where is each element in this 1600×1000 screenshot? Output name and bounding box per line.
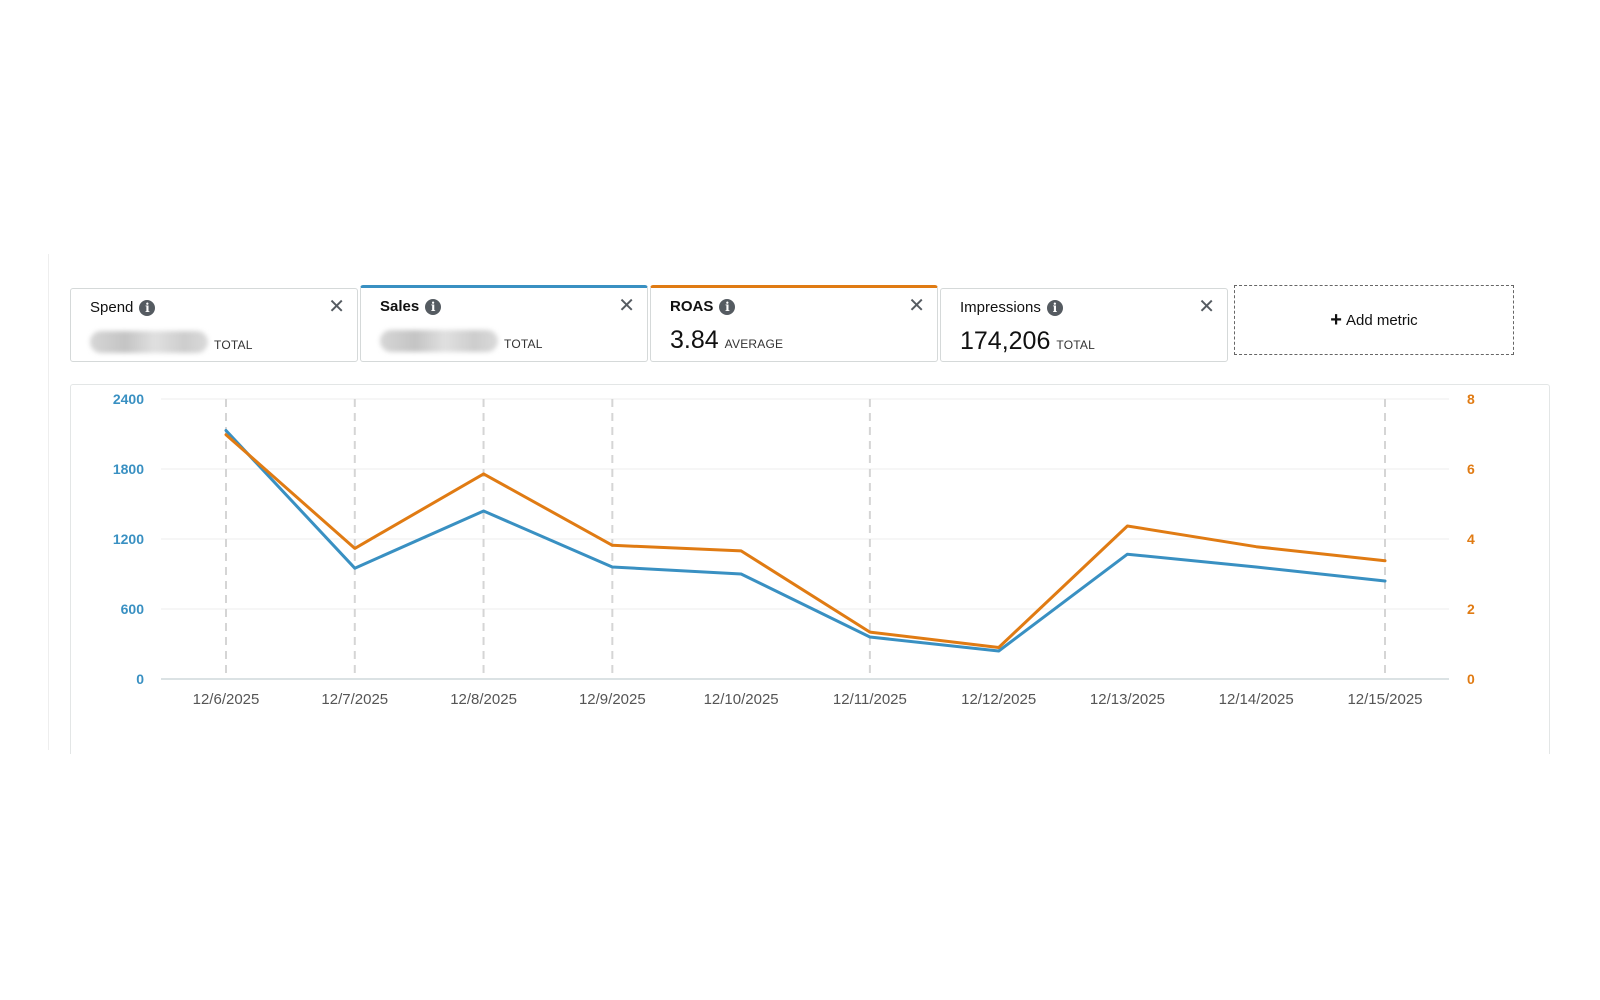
metric-card-roas[interactable]: ROAS i ✕ 3.84 AVERAGE	[650, 285, 938, 362]
metrics-panel	[48, 254, 1561, 750]
close-icon[interactable]: ✕	[908, 295, 925, 317]
metric-card-title: Impressions i	[960, 299, 1063, 316]
metric-value-row: 174,206 TOTAL	[960, 327, 1095, 356]
x-tick-label: 12/14/2025	[1219, 691, 1294, 708]
add-metric-label: Add metric	[1345, 311, 1418, 329]
info-icon[interactable]: i	[1046, 299, 1063, 316]
redacted-value	[90, 331, 208, 353]
metric-value: 3.84	[670, 326, 719, 354]
y-right-tick-label: 4	[1467, 531, 1475, 547]
metric-card-impressions[interactable]: Impressions i ✕ 174,206 TOTAL	[940, 288, 1228, 362]
metric-suffix: AVERAGE	[724, 337, 784, 351]
metric-label: ROAS	[670, 298, 714, 315]
x-tick-label: 12/11/2025	[833, 691, 907, 708]
x-tick-label: 12/12/2025	[961, 691, 1036, 708]
x-tick-label: 12/6/2025	[193, 691, 260, 708]
redacted-value	[380, 330, 498, 352]
chart-container: 0 600 1200 1800 2400 0 2 4 6 8 12/6/2025 12/7/2025 1…	[70, 384, 1550, 754]
metric-card-title: Spend i	[90, 299, 156, 316]
metric-label: Impressions	[960, 299, 1041, 316]
metric-value: 174,206	[960, 327, 1051, 355]
y-right-tick-label: 2	[1467, 601, 1475, 617]
y-left-tick-label: 600	[121, 601, 145, 617]
y-left-tick-label: 1200	[113, 531, 144, 547]
close-icon[interactable]: ✕	[618, 295, 635, 317]
y-left-tick-label: 1800	[113, 461, 144, 477]
y-right-tick-label: 0	[1467, 671, 1475, 687]
x-tick-label: 12/9/2025	[579, 691, 646, 708]
line-chart: 0 600 1200 1800 2400 0 2 4 6 8 12/6/2025 12/7/2025 1…	[113, 391, 1475, 708]
info-icon[interactable]: i	[139, 299, 156, 316]
x-tick-label: 12/10/2025	[704, 691, 779, 708]
metric-value-row: TOTAL	[90, 327, 253, 353]
metric-card-title: ROAS i	[670, 298, 736, 315]
info-icon[interactable]: i	[425, 298, 442, 315]
metric-label: Sales	[380, 298, 420, 315]
metric-value-row: 3.84 AVERAGE	[670, 326, 783, 355]
metric-suffix: TOTAL	[214, 338, 253, 352]
metric-value-row: TOTAL	[380, 326, 543, 352]
plus-icon: +	[1330, 309, 1342, 331]
info-icon[interactable]: i	[719, 298, 736, 315]
metric-label: Spend	[90, 299, 134, 316]
metric-suffix: TOTAL	[1056, 338, 1095, 352]
y-right-tick-label: 8	[1467, 391, 1475, 407]
metric-card-sales[interactable]: Sales i ✕ TOTAL	[360, 285, 648, 362]
close-icon[interactable]: ✕	[328, 296, 345, 318]
metric-card-title: Sales i	[380, 298, 442, 315]
x-tick-label: 12/15/2025	[1347, 691, 1422, 708]
y-left-tick-label: 2400	[113, 391, 144, 407]
x-tick-label: 12/13/2025	[1090, 691, 1165, 708]
add-metric-button[interactable]: + Add metric	[1234, 285, 1514, 355]
y-left-tick-label: 0	[136, 671, 144, 687]
close-icon[interactable]: ✕	[1198, 296, 1215, 318]
series-line-sales	[224, 429, 1387, 653]
series-line-roas	[224, 433, 1387, 649]
x-tick-label: 12/7/2025	[321, 691, 388, 708]
y-right-tick-label: 6	[1467, 461, 1475, 477]
x-tick-label: 12/8/2025	[450, 691, 517, 708]
metric-suffix: TOTAL	[504, 337, 543, 351]
metric-card-spend[interactable]: Spend i ✕ TOTAL	[70, 288, 358, 362]
metric-cards: Spend i ✕ TOTAL Sales i ✕ TOTAL ROAS i ✕…	[70, 284, 1550, 364]
